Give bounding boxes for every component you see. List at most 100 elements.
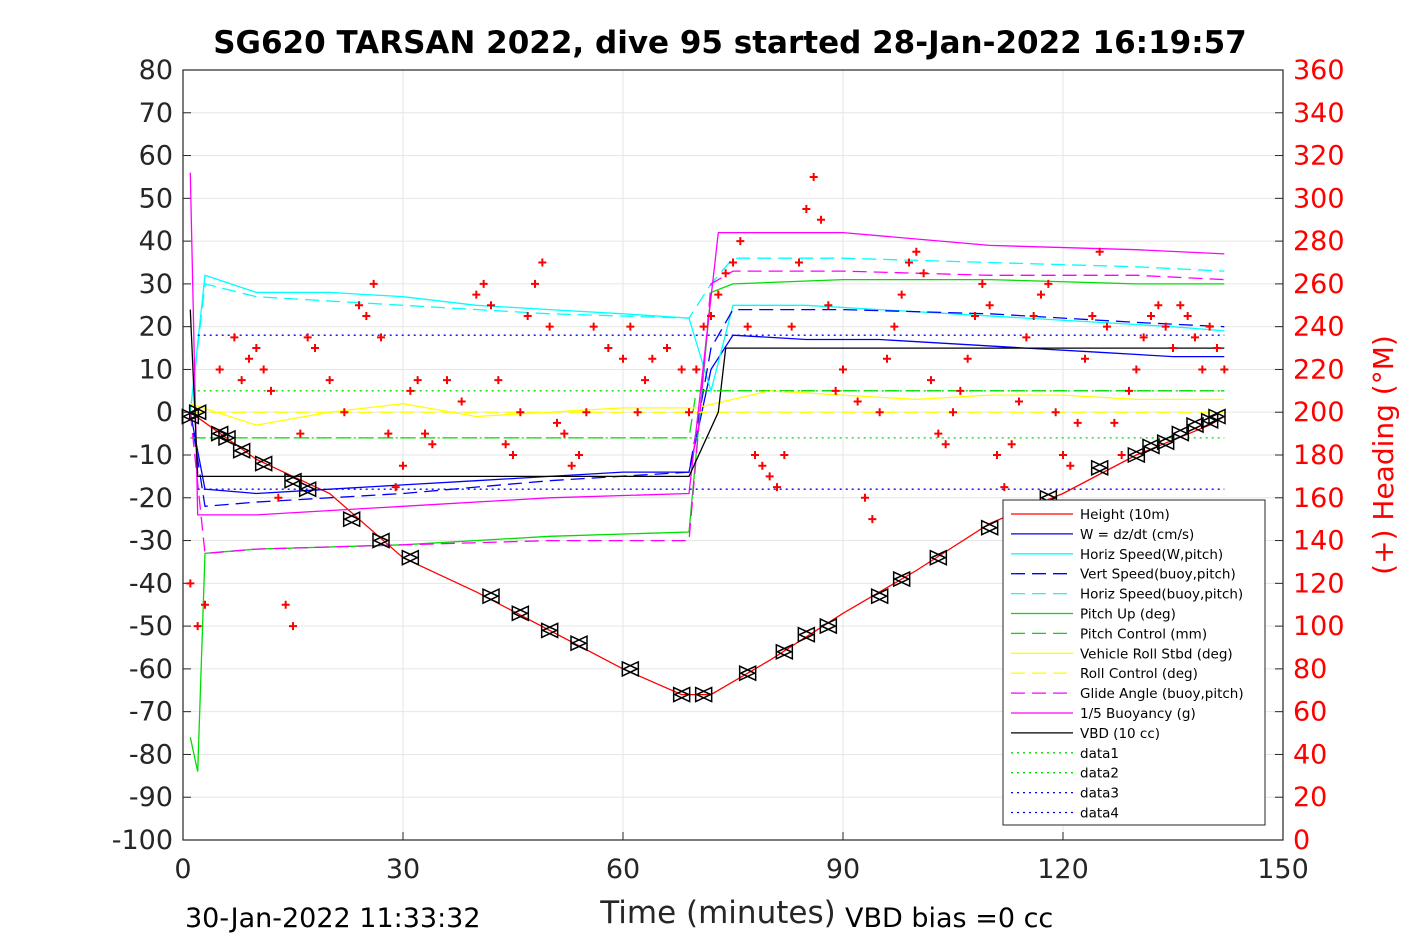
heading-point — [487, 301, 495, 310]
legend-label: Pitch Up (deg) — [1080, 607, 1176, 623]
x-tick-label: 90 — [826, 854, 860, 885]
triangle-marker — [298, 481, 317, 498]
heading-point — [523, 311, 532, 320]
heading-point — [325, 376, 334, 385]
heading-point — [472, 290, 481, 299]
heading-point — [692, 365, 701, 374]
legend-label: Glide Angle (buoy,pitch) — [1080, 686, 1244, 702]
y-tick-label: 80 — [139, 55, 173, 86]
heading-point — [1117, 451, 1126, 459]
heading-point — [582, 408, 591, 417]
triangle-marker — [218, 429, 236, 447]
y-right-tick-label: 220 — [1293, 354, 1345, 385]
y-right-tick-label: 160 — [1293, 483, 1345, 514]
y-axis-left: 80 70 60 50 40 30 20 10 0 -10 -20 -30 -40 -50 -60 -70 -8… — [112, 55, 191, 856]
heading-point — [839, 365, 847, 374]
heading-point — [1169, 344, 1177, 353]
y-right-tick-label: 40 — [1293, 739, 1327, 770]
y-tick-label: -10 — [129, 440, 173, 471]
y-tick-label: -100 — [112, 825, 173, 856]
heading-point — [413, 376, 422, 385]
heading-point — [861, 493, 869, 502]
series-line — [189, 309, 1225, 478]
x-tick-label: 30 — [386, 854, 420, 885]
triangle-marker — [1127, 446, 1146, 464]
heading-point — [721, 269, 730, 278]
heading-point — [186, 579, 195, 588]
series-line — [190, 390, 1225, 439]
y-tick-label: 60 — [139, 141, 173, 172]
footer-timestamp: 30-Jan-2022 11:33:32 — [185, 903, 481, 934]
triangle-marker — [570, 635, 588, 652]
triangle-marker — [540, 622, 559, 639]
y-right-tick-label: 300 — [1293, 183, 1345, 214]
legend-label: data1 — [1080, 746, 1119, 762]
triangle-marker — [819, 617, 838, 635]
heading-point — [369, 279, 378, 288]
heading-point — [714, 290, 723, 299]
heading-point — [633, 408, 642, 417]
heading-point — [699, 322, 708, 331]
heading-point — [274, 493, 283, 502]
heading-point — [311, 344, 319, 353]
heading-point — [1198, 365, 1207, 374]
triangle-marker — [738, 664, 757, 682]
heading-point — [296, 429, 305, 438]
y-right-tick-label: 180 — [1293, 440, 1345, 471]
triangle-marker — [775, 643, 794, 660]
heading-point — [245, 354, 253, 363]
triangle-marker — [511, 605, 530, 622]
heading-point — [890, 322, 899, 331]
heading-point — [384, 429, 393, 438]
heading-point — [787, 322, 796, 331]
y-tick-label: -50 — [129, 611, 173, 642]
heading-point — [1191, 333, 1199, 342]
heading-point — [1183, 311, 1192, 320]
heading-point — [897, 290, 906, 299]
triangle-marker — [232, 442, 251, 459]
legend: Height (10m) W = dz/dt (cm/s) Horiz Speed(… — [1002, 499, 1266, 826]
heading-point — [538, 258, 547, 267]
triangle-marker — [621, 660, 640, 678]
heading-point — [1066, 461, 1075, 470]
triangle-marker — [188, 404, 207, 421]
legend-label: 1/5 Buoyancy (g) — [1080, 706, 1196, 722]
heading-point — [949, 408, 957, 417]
legend-label: Pitch Control (mm) — [1080, 626, 1207, 642]
heading-point — [1103, 322, 1111, 331]
heading-point — [919, 269, 928, 278]
heading-point — [853, 397, 862, 406]
heading-point — [1007, 440, 1016, 449]
heading-point — [1029, 311, 1038, 320]
triangle-marker — [892, 570, 911, 588]
x-tick-label: 150 — [1257, 854, 1309, 885]
heading-series — [186, 172, 1229, 631]
heading-point — [685, 408, 693, 417]
y-right-tick-label: 360 — [1293, 55, 1345, 86]
y-tick-label: 30 — [139, 269, 173, 300]
heading-point — [648, 354, 657, 363]
heading-point — [1220, 365, 1229, 374]
y-right-tick-label: 280 — [1293, 226, 1345, 257]
y-tick-label: 10 — [139, 354, 173, 385]
y-tick-label: -30 — [129, 526, 173, 557]
heading-point — [604, 344, 613, 353]
heading-point — [391, 483, 400, 492]
heading-point — [934, 429, 943, 438]
heading-point — [1051, 408, 1060, 417]
heading-point — [516, 408, 525, 417]
heading-point — [729, 258, 737, 267]
heading-point — [743, 322, 752, 331]
triangle-marker — [1090, 459, 1109, 477]
triangle-marker — [482, 587, 500, 605]
heading-point — [1073, 418, 1082, 427]
heading-point — [267, 386, 275, 395]
legend-label: Horiz Speed(W,pitch) — [1080, 547, 1223, 563]
heading-point — [927, 376, 935, 385]
heading-point — [905, 258, 913, 267]
y-right-tick-label: 260 — [1293, 269, 1345, 300]
series-line — [189, 278, 1225, 772]
y-tick-label: -90 — [129, 782, 173, 813]
heading-point — [809, 172, 818, 181]
heading-point — [912, 247, 921, 256]
